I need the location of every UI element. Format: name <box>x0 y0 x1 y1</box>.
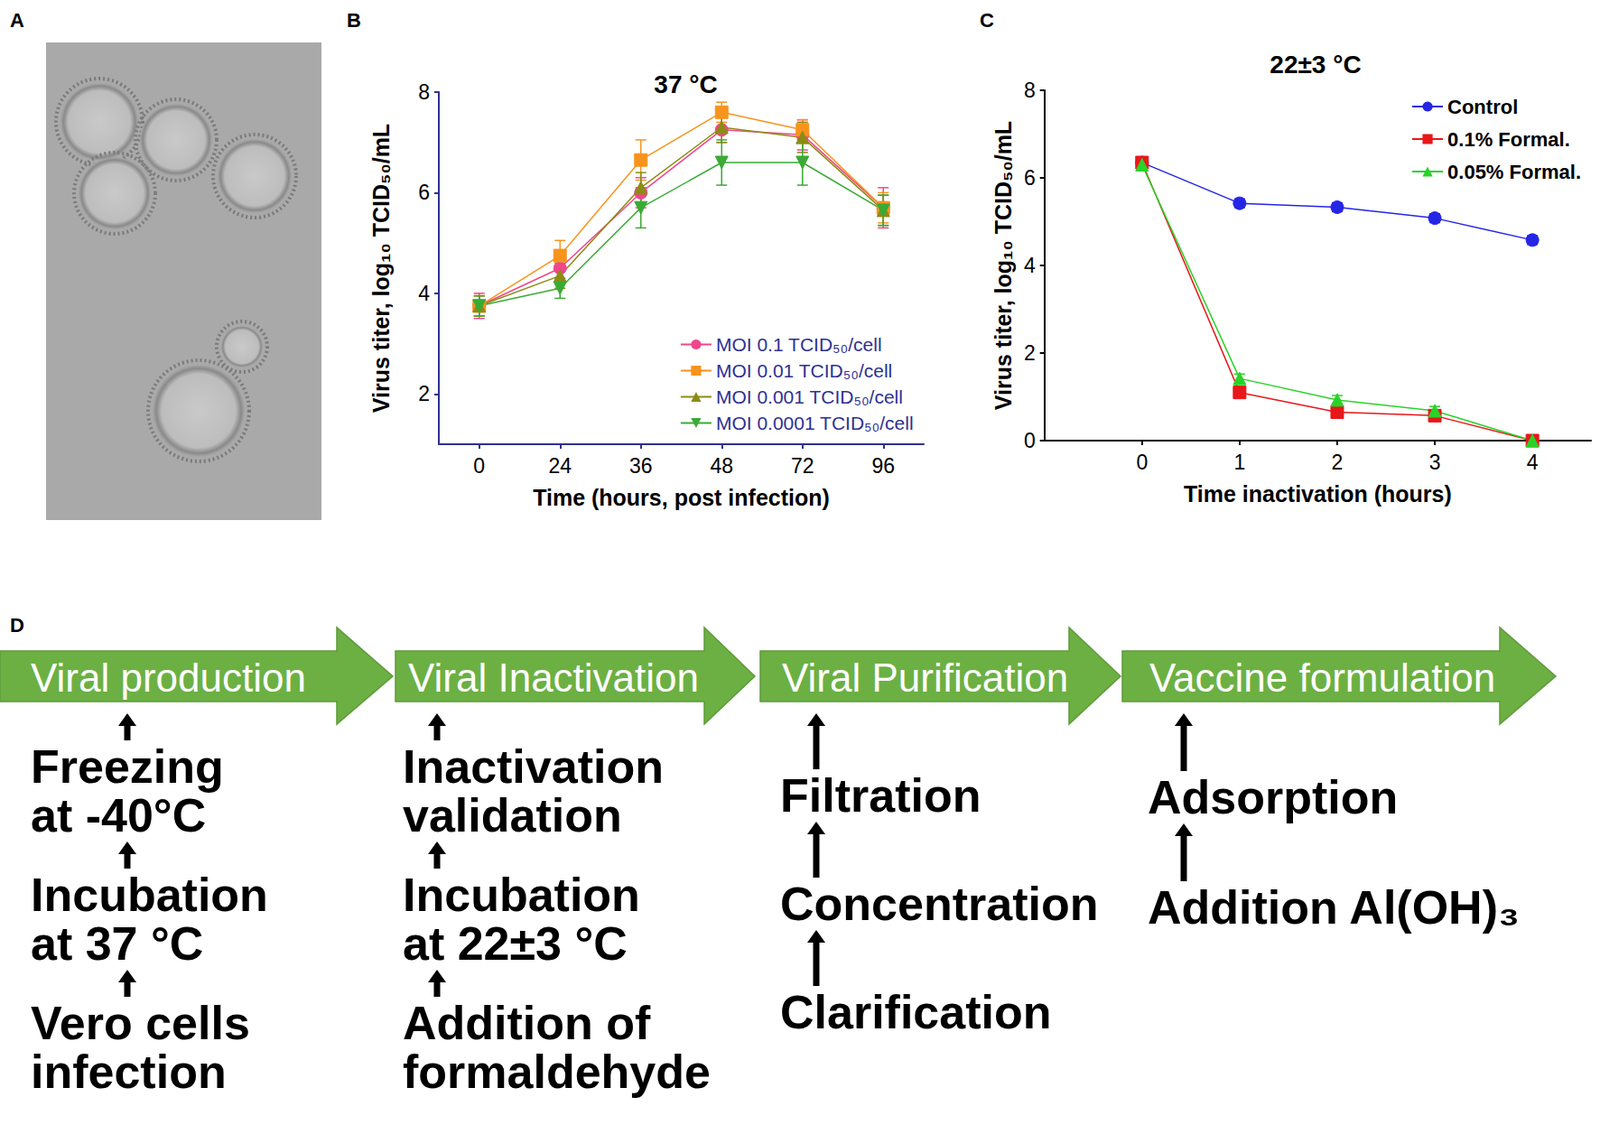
html-text:Vero cells infection: Vero cells infection <box>30 996 250 1098</box>
svg-text:Viral Inactivation: Viral Inactivation <box>408 655 699 700</box>
svg-text:MOI 0.001 TCID₅₀/cell: MOI 0.001 TCID₅₀/cell <box>716 386 903 408</box>
html-text:A: A <box>9 9 25 32</box>
html-text:Inactivation validation: Inactivation validation <box>402 740 664 842</box>
svg-text:MOI 0.0001 TCID₅₀/cell: MOI 0.0001 TCID₅₀/cell <box>716 412 914 434</box>
html-text:Concentration: Concentration <box>780 877 1099 931</box>
svg-text:36: 36 <box>629 454 653 478</box>
svg-text:8: 8 <box>1023 78 1036 103</box>
svg-text:3: 3 <box>1429 450 1442 475</box>
svg-text:0: 0 <box>473 454 485 478</box>
svg-text:4: 4 <box>418 281 430 306</box>
svg-text:22±3 °C: 22±3 °C <box>1269 50 1361 79</box>
svg-text:Viral Purification: Viral Purification <box>781 655 1069 700</box>
svg-text:Control: Control <box>1447 95 1518 119</box>
svg-text:6: 6 <box>418 180 430 205</box>
svg-text:Time inactivation (hours): Time inactivation (hours) <box>1183 481 1452 507</box>
html-text:C: C <box>979 9 995 32</box>
svg-text:Virus titer, log₁₀ TCID₅₀/mL: Virus titer, log₁₀ TCID₅₀/mL <box>990 120 1016 410</box>
html-text:Clarification: Clarification <box>780 986 1052 1039</box>
svg-text:8: 8 <box>418 80 430 104</box>
svg-text:1: 1 <box>1233 450 1246 475</box>
svg-text:2: 2 <box>418 381 430 406</box>
html-text:Incubation at 22±3 °C: Incubation at 22±3 °C <box>402 868 641 970</box>
svg-text:4: 4 <box>1023 253 1036 278</box>
svg-text:0: 0 <box>1135 450 1148 475</box>
svg-text:24: 24 <box>548 454 572 478</box>
svg-text:MOI 0.01 TCID₅₀/cell: MOI 0.01 TCID₅₀/cell <box>716 360 893 382</box>
html-text:D: D <box>9 613 25 637</box>
html-text:Freezing at -40°C: Freezing at -40°C <box>30 740 224 842</box>
html-text:Addition of formaldehyde: Addition of formaldehyde <box>402 996 711 1098</box>
svg-text:Time (hours, post infection): Time (hours, post infection) <box>532 484 830 511</box>
svg-text:2: 2 <box>1331 450 1344 475</box>
svg-text:6: 6 <box>1023 166 1036 190</box>
svg-text:0: 0 <box>1023 428 1036 453</box>
svg-text:0.05% Formal.: 0.05% Formal. <box>1447 160 1582 184</box>
svg-text:Virus titer, log₁₀ TCID₅₀/mL: Virus titer, log₁₀ TCID₅₀/mL <box>368 123 394 413</box>
html-text:Filtration: Filtration <box>780 769 981 822</box>
svg-text:4: 4 <box>1526 450 1539 475</box>
html-text:Addition Al(OH)₃: Addition Al(OH)₃ <box>1147 881 1520 934</box>
svg-text:48: 48 <box>709 454 734 478</box>
svg-text:MOI 0.1 TCID₅₀/cell: MOI 0.1 TCID₅₀/cell <box>716 334 883 355</box>
html-text:B: B <box>346 9 362 32</box>
svg-text:Vaccine formulation: Vaccine formulation <box>1149 655 1496 700</box>
svg-text:96: 96 <box>871 454 895 478</box>
svg-text:37 °C: 37 °C <box>653 70 717 99</box>
html-text:Incubation at 37 °C: Incubation at 37 °C <box>30 868 269 970</box>
html-text:Adsorption: Adsorption <box>1147 771 1399 824</box>
svg-text:2: 2 <box>1023 341 1036 365</box>
svg-text:72: 72 <box>790 454 815 478</box>
svg-text:Viral production: Viral production <box>30 655 307 700</box>
svg-text:0.1% Formal.: 0.1% Formal. <box>1447 128 1571 151</box>
